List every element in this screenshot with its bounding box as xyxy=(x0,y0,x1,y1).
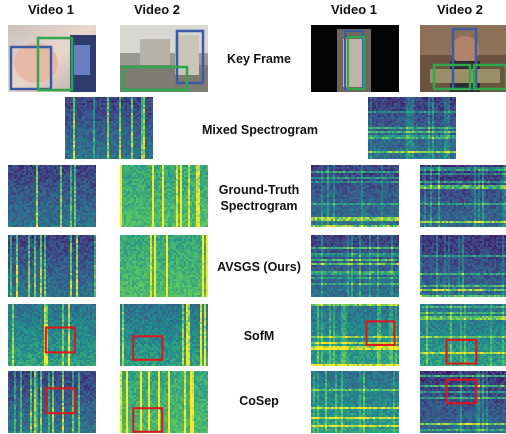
gt-left-video2 xyxy=(120,165,208,227)
avsgs-right-video1 xyxy=(311,235,399,297)
gt-right-video2 xyxy=(420,165,506,227)
cosep-left-video1 xyxy=(8,371,96,433)
cosep-right-video1 xyxy=(311,371,399,433)
highlight-box xyxy=(44,387,76,415)
header-left-video1: Video 1 xyxy=(28,2,74,17)
label-ground-truth-line1: Ground-Truth xyxy=(208,182,310,198)
cosep-right-video2 xyxy=(420,371,506,433)
avsgs-left-video1 xyxy=(8,235,96,297)
label-sofm: SofM xyxy=(230,328,288,344)
sofm-right-video2 xyxy=(420,304,506,366)
highlight-box xyxy=(445,338,478,365)
header-right-video2: Video 2 xyxy=(437,2,483,17)
keyframe-left-video2 xyxy=(120,25,208,92)
header-left-video2: Video 2 xyxy=(134,2,180,17)
label-cosep: CoSep xyxy=(230,393,288,409)
label-key-frame: Key Frame xyxy=(216,51,302,67)
label-mixed-spectrogram: Mixed Spectrogram xyxy=(196,122,324,138)
avsgs-right-video2 xyxy=(420,235,506,297)
sofm-left-video2 xyxy=(120,304,208,366)
label-ground-truth-line2: Spectrogram xyxy=(208,198,310,214)
sofm-right-video1 xyxy=(311,304,399,366)
label-ground-truth: Ground-Truth Spectrogram xyxy=(208,182,310,214)
highlight-box xyxy=(445,378,478,405)
highlight-box xyxy=(132,407,164,433)
highlight-box xyxy=(44,326,76,354)
header-right-video1: Video 1 xyxy=(331,2,377,17)
gt-right-video1 xyxy=(311,165,399,227)
mixed-spectrogram-left xyxy=(65,97,153,159)
keyframe-left-video1 xyxy=(8,25,96,92)
gt-left-video1 xyxy=(8,165,96,227)
keyframe-right-video1 xyxy=(311,25,399,92)
avsgs-left-video2 xyxy=(120,235,208,297)
label-avsgs: AVSGS (Ours) xyxy=(212,259,306,275)
mixed-spectrogram-right xyxy=(368,97,456,159)
sofm-left-video1 xyxy=(8,304,96,366)
highlight-box xyxy=(365,320,396,346)
cosep-left-video2 xyxy=(120,371,208,433)
highlight-box xyxy=(132,335,164,361)
keyframe-right-video2 xyxy=(420,25,506,92)
